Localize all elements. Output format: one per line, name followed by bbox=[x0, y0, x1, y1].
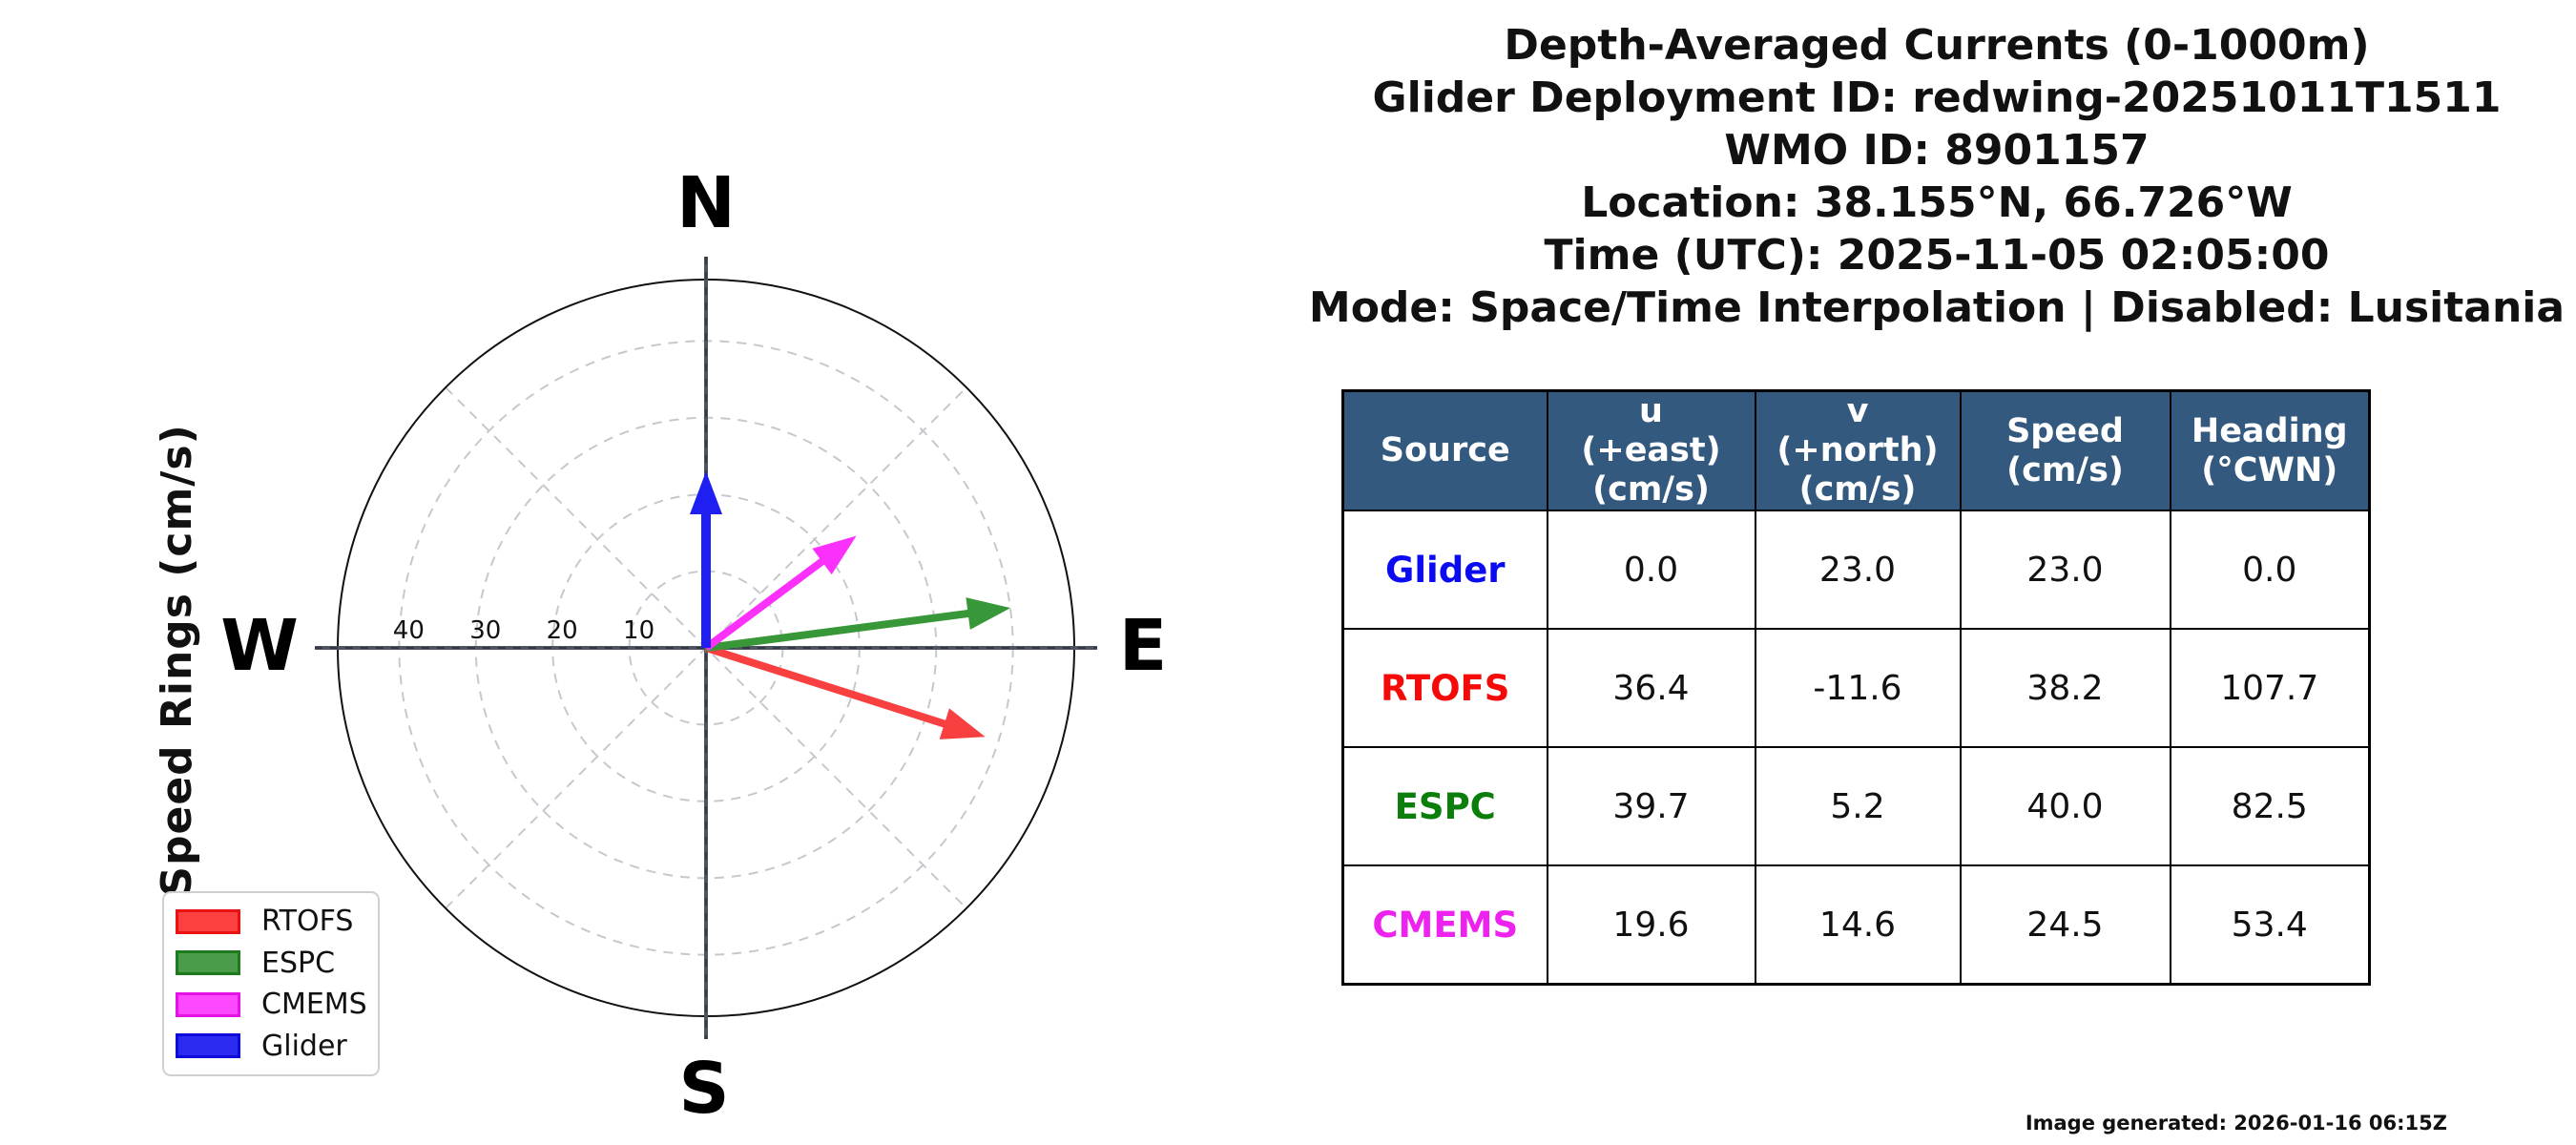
heading-cell: 107.7 bbox=[2169, 628, 2371, 748]
col-header-v: v (+north) (cm/s) bbox=[1754, 389, 1962, 511]
legend-label: RTOFS bbox=[261, 905, 354, 939]
col-header-u: u (+east) (cm/s) bbox=[1546, 389, 1756, 511]
espc-swatch bbox=[176, 950, 240, 976]
ring-label-30: 30 bbox=[469, 616, 501, 645]
table-row-cmems: CMEMS 19.6 14.6 24.5 53.4 bbox=[1341, 864, 2371, 986]
v-cell: 14.6 bbox=[1754, 864, 1962, 986]
legend-item-rtofs: RTOFS bbox=[164, 903, 378, 941]
ring-label-20: 20 bbox=[547, 616, 578, 645]
vector-head-espc bbox=[966, 597, 1011, 630]
heading-cell: 82.5 bbox=[2169, 746, 2371, 866]
title-line-time: Time (UTC): 2025-11-05 02:05:00 bbox=[1544, 231, 2330, 280]
legend-label: Glider bbox=[261, 1029, 347, 1063]
table-row-espc: ESPC 39.7 5.2 40.0 82.5 bbox=[1341, 746, 2371, 866]
title-line-deployment: Glider Deployment ID: redwing-20251011T1… bbox=[1372, 73, 2502, 122]
u-cell: 19.6 bbox=[1546, 864, 1756, 986]
source-cell: CMEMS bbox=[1341, 864, 1548, 986]
v-cell: 5.2 bbox=[1754, 746, 1962, 866]
table-row-rtofs: RTOFS 36.4 -11.6 38.2 107.7 bbox=[1341, 628, 2371, 748]
speed-cell: 24.5 bbox=[1959, 864, 2171, 986]
v-cell: 23.0 bbox=[1754, 510, 1962, 630]
speed-cell: 23.0 bbox=[1959, 510, 2171, 630]
col-header-heading: Heading (°CWN) bbox=[2169, 389, 2371, 511]
title-line-mode: Mode: Space/Time Interpolation | Disable… bbox=[1308, 283, 2566, 332]
compass-label-north: N bbox=[676, 162, 736, 244]
rtofs-swatch bbox=[176, 908, 240, 934]
legend-item-espc: ESPC bbox=[164, 944, 378, 982]
glider-swatch bbox=[176, 1033, 240, 1059]
ring-label-40: 40 bbox=[393, 616, 425, 645]
col-header-speed: Speed (cm/s) bbox=[1959, 389, 2171, 511]
vector-head-cmems bbox=[812, 535, 857, 575]
cmems-swatch bbox=[176, 991, 240, 1017]
table-header-row: Source u (+east) (cm/s) v (+north) (cm/s… bbox=[1341, 389, 2371, 511]
vector-shaft-rtofs bbox=[704, 644, 958, 732]
col-header-source: Source bbox=[1341, 389, 1548, 511]
legend-label: CMEMS bbox=[261, 988, 367, 1022]
generated-timestamp: Image generated: 2026-01-16 06:15Z bbox=[2025, 1112, 2447, 1135]
compass-label-east: E bbox=[1119, 605, 1168, 687]
source-cell: ESPC bbox=[1341, 746, 1548, 866]
u-cell: 39.7 bbox=[1546, 746, 1756, 866]
compass-quiver-plot: 10 20 30 40 N S E W bbox=[220, 162, 1168, 1130]
legend-label: ESPC bbox=[261, 946, 336, 980]
speed-cell: 40.0 bbox=[1959, 746, 2171, 866]
heading-cell: 0.0 bbox=[2169, 510, 2371, 630]
compass-label-west: W bbox=[220, 605, 299, 687]
title-block: Depth-Averaged Currents (0-1000m) Glider… bbox=[1307, 19, 2566, 334]
vector-head-glider bbox=[690, 471, 722, 515]
legend-item-cmems: CMEMS bbox=[164, 986, 378, 1024]
vector-shaft-cmems bbox=[703, 551, 835, 652]
u-cell: 36.4 bbox=[1546, 628, 1756, 748]
y-axis-label: Speed Rings (cm/s) bbox=[153, 424, 201, 897]
vector-head-rtofs bbox=[939, 708, 986, 739]
source-cell: Glider bbox=[1341, 510, 1548, 630]
title-line-wmo: WMO ID: 8901157 bbox=[1724, 126, 2150, 175]
currents-table-wrap: Source u (+east) (cm/s) v (+north) (cm/s… bbox=[1341, 389, 2371, 986]
currents-table: Source u (+east) (cm/s) v (+north) (cm/s… bbox=[1341, 389, 2371, 986]
v-cell: -11.6 bbox=[1754, 628, 1962, 748]
speed-cell: 38.2 bbox=[1959, 628, 2171, 748]
u-cell: 0.0 bbox=[1546, 510, 1756, 630]
compass-label-south: S bbox=[678, 1048, 729, 1130]
heading-cell: 53.4 bbox=[2169, 864, 2371, 986]
legend-box: RTOFS ESPC CMEMS Glider bbox=[162, 891, 380, 1076]
source-cell: RTOFS bbox=[1341, 628, 1548, 748]
title-line-location: Location: 38.155°N, 66.726°W bbox=[1581, 178, 2293, 227]
legend-item-glider: Glider bbox=[164, 1027, 378, 1065]
ring-label-10: 10 bbox=[623, 616, 654, 645]
vector-shaft-espc bbox=[705, 608, 982, 652]
title-line-main: Depth-Averaged Currents (0-1000m) bbox=[1504, 21, 2370, 70]
table-row-glider: Glider 0.0 23.0 23.0 0.0 bbox=[1341, 510, 2371, 630]
